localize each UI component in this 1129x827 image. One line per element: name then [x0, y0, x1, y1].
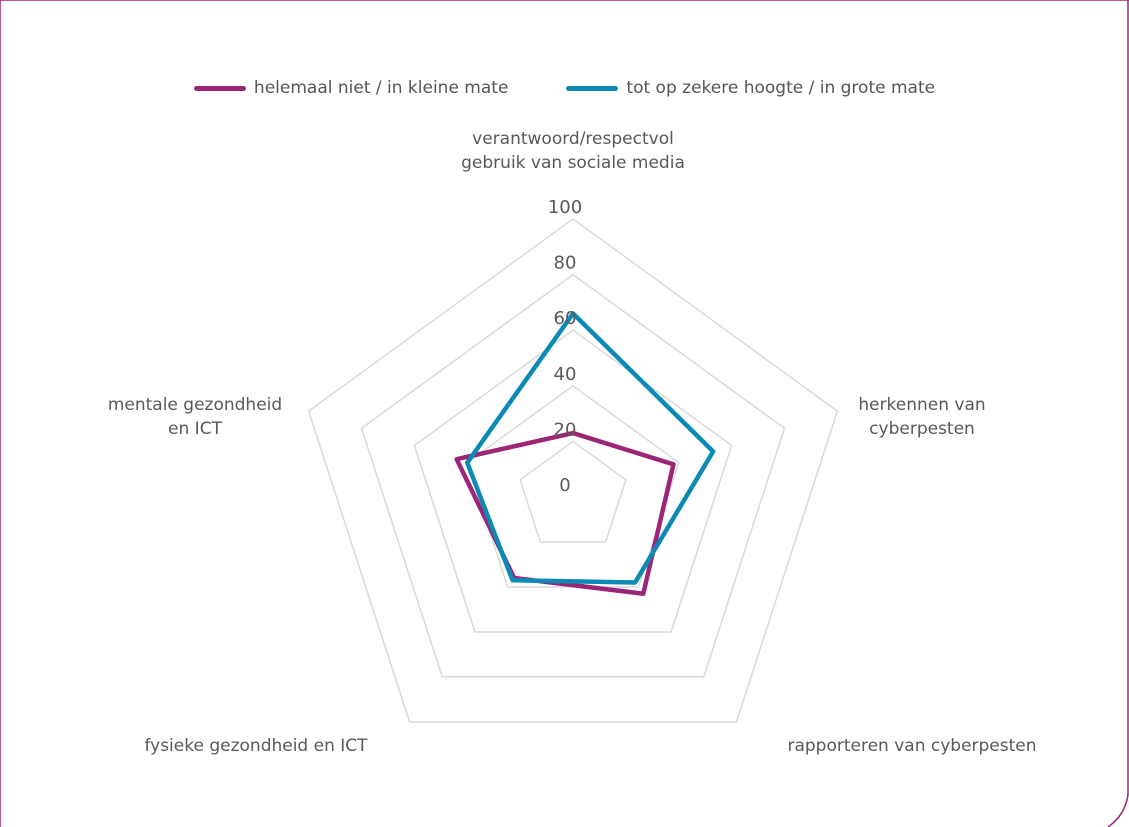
legend-label-series-2: tot op zekere hoogte / in grote mate [626, 78, 936, 98]
legend: helemaal niet / in kleine mate tot op ze… [0, 78, 1129, 98]
series-line-2 [464, 311, 716, 585]
category-label-3: rapporteren van cyberpesten [787, 736, 1036, 756]
radial-tick-0: 0 [559, 475, 570, 496]
category-label-5: mentale gezondheid en ICT [108, 395, 282, 439]
category-label-2: herkennen van cyberpesten [858, 395, 985, 439]
grid-ring-60 [413, 329, 733, 633]
grid-ring-20 [519, 440, 627, 543]
legend-label-series-1: helemaal niet / in kleine mate [253, 78, 509, 98]
category-label-4: fysieke gezondheid en ICT [144, 736, 368, 756]
radial-tick-40: 40 [554, 364, 577, 385]
legend-swatch-series-2 [566, 85, 619, 91]
legend-item-series-1: helemaal niet / in kleine mate [193, 78, 509, 98]
radial-tick-80: 80 [554, 253, 577, 274]
series-line-1 [454, 430, 676, 596]
radial-tick-20: 20 [554, 419, 577, 440]
grid-ring-100 [307, 218, 839, 723]
grid-ring-80 [360, 273, 786, 678]
legend-item-series-2: tot op zekere hoogte / in grote mate [566, 78, 935, 98]
radial-tick-100: 100 [548, 197, 582, 218]
radial-tick-60: 60 [554, 308, 577, 329]
legend-swatch-series-1 [193, 85, 246, 91]
category-label-1: verantwoord/respectvol gebruik van social… [461, 129, 685, 173]
